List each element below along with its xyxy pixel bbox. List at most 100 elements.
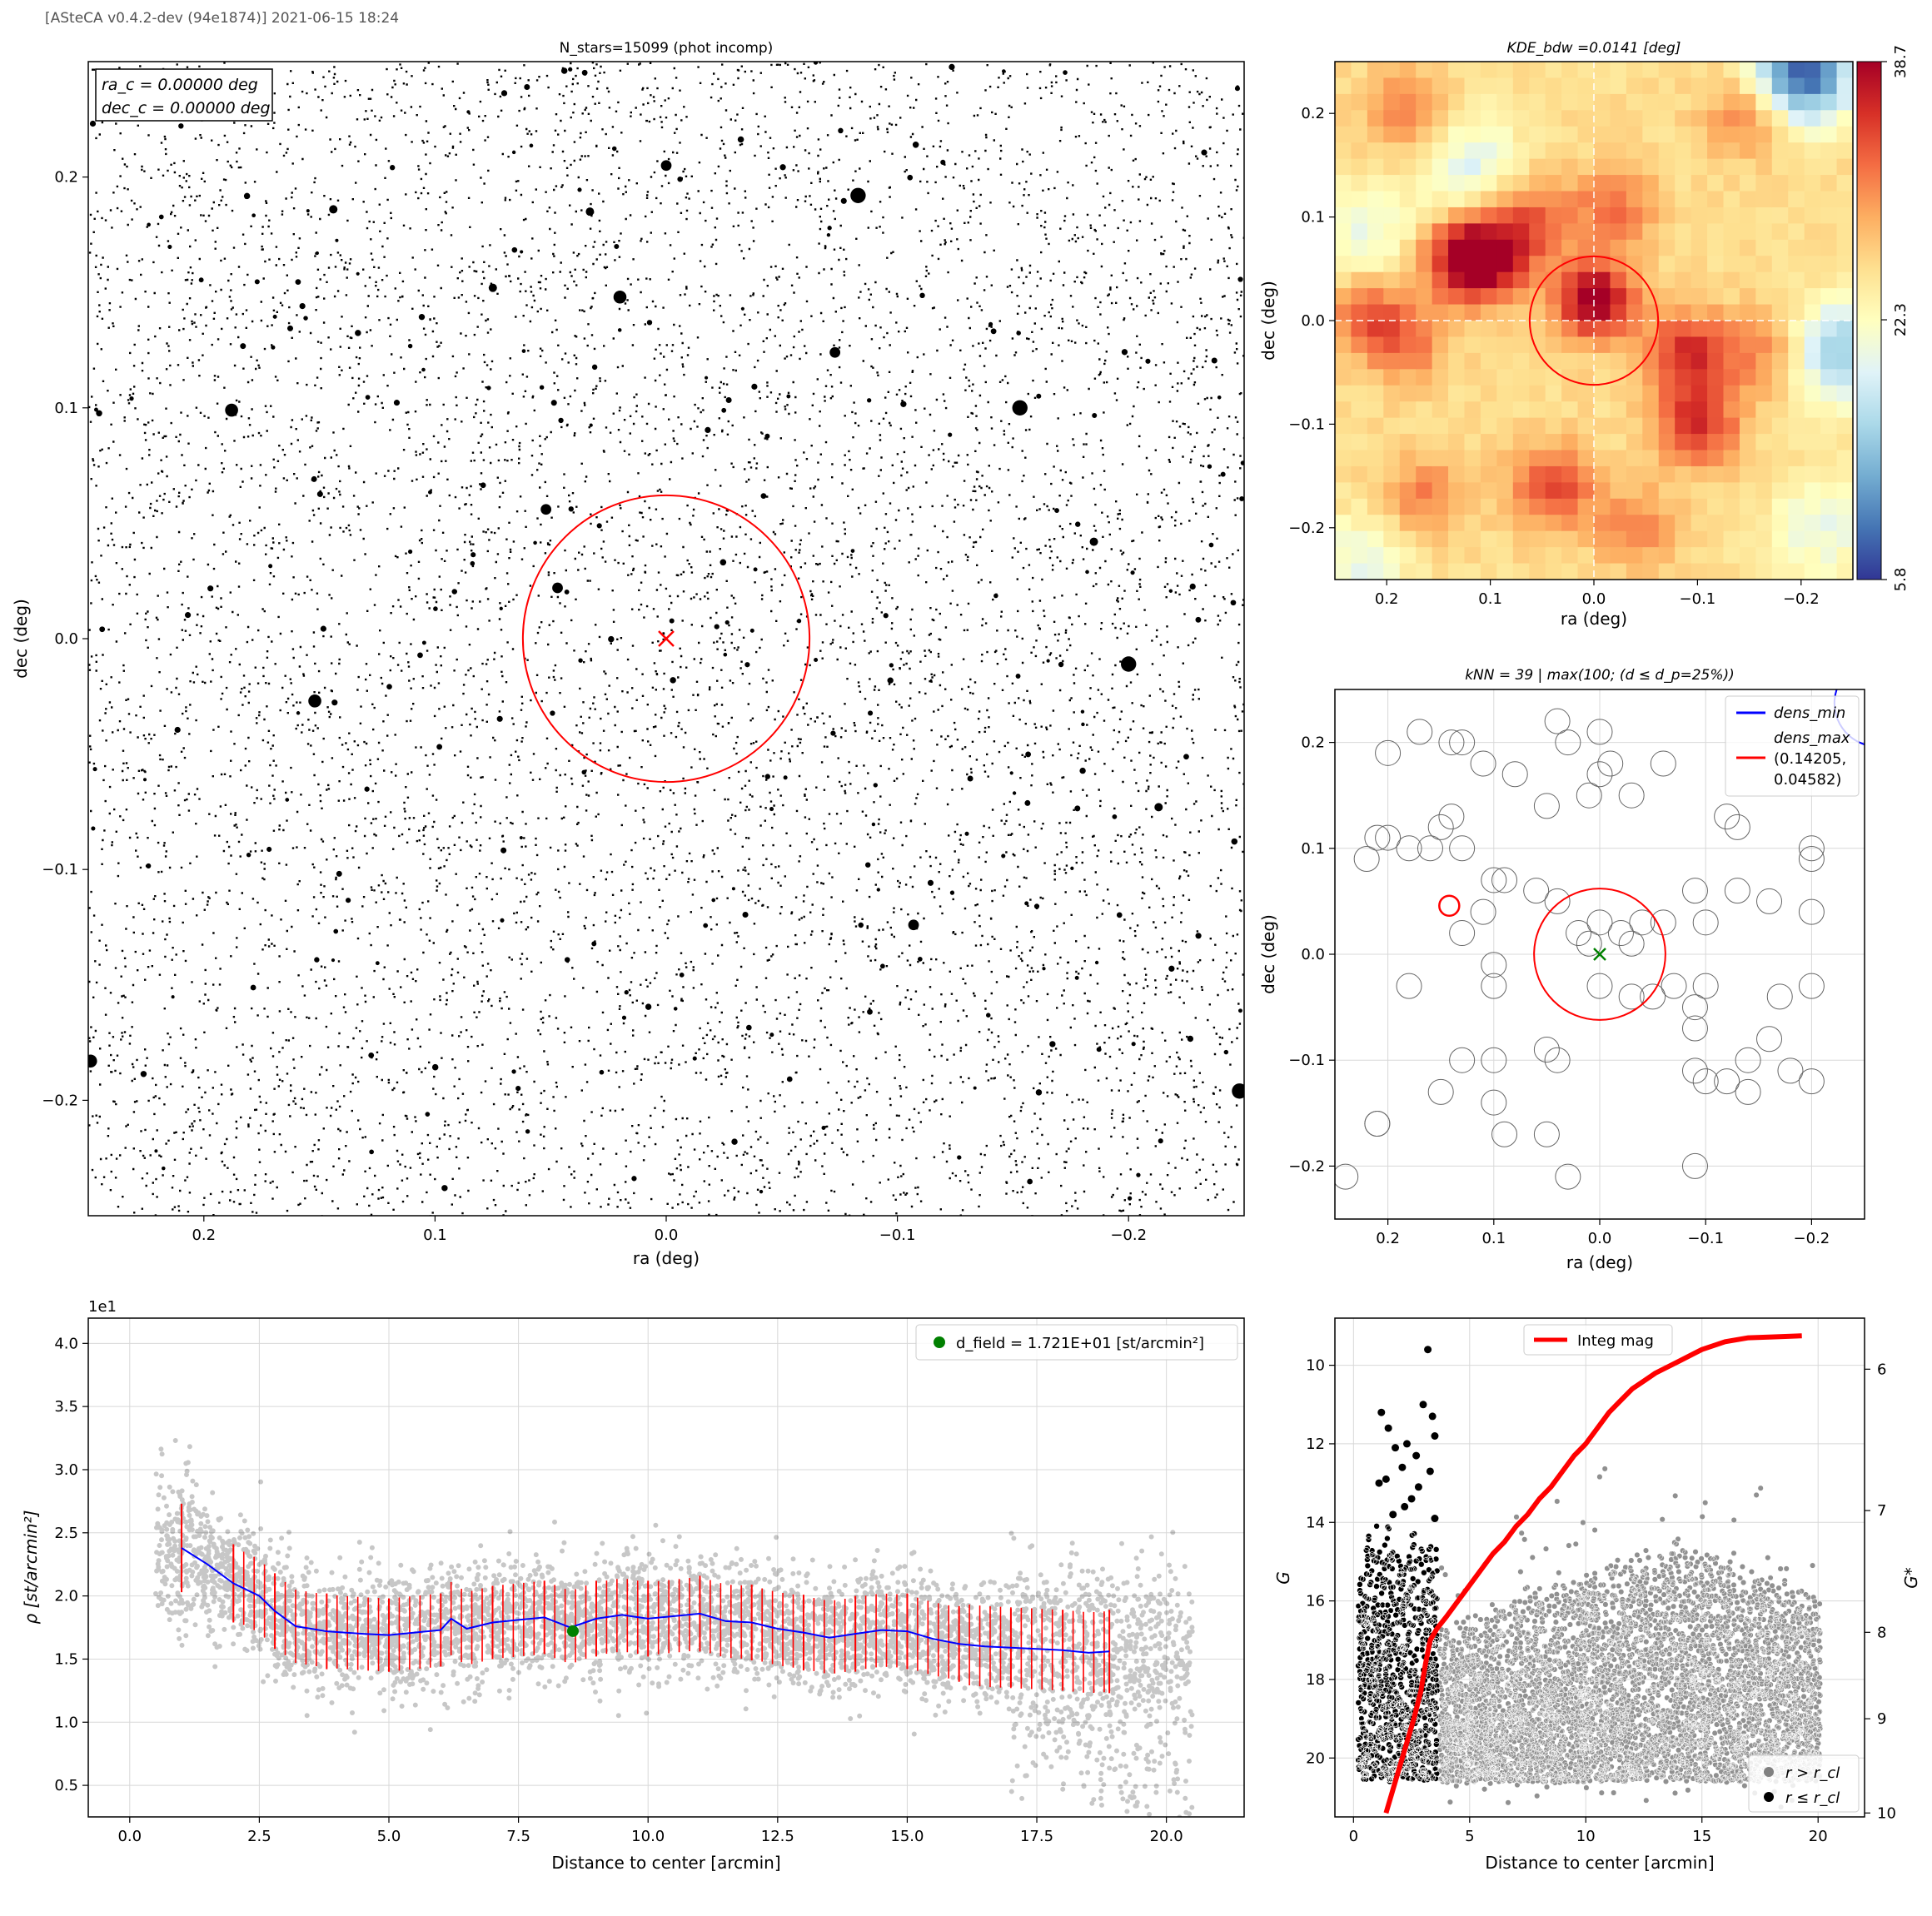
kde-cell: [1675, 175, 1692, 192]
knn-circle: [1661, 973, 1687, 999]
kde-cell: [1399, 547, 1417, 565]
kde-cell: [1367, 191, 1384, 208]
density-gridlines: [88, 1318, 1244, 1817]
kde-cell: [1836, 385, 1853, 402]
kde-cell: [1432, 498, 1449, 515]
knn-legend: dens_min dens_max (0.14205, 0.04582): [1725, 695, 1860, 797]
kde-cell: [1577, 256, 1595, 273]
kde-cell: [1642, 417, 1660, 435]
kde-cell: [1545, 465, 1562, 483]
kde-cell: [1367, 110, 1384, 127]
kde-cell: [1723, 158, 1740, 176]
kde-cell: [1658, 62, 1676, 79]
kde-cell: [1512, 207, 1530, 224]
kde-cell: [1690, 110, 1708, 127]
knn-circle: [1555, 1163, 1581, 1190]
kde-cell: [1755, 369, 1773, 386]
bright-member-star: [1414, 1483, 1422, 1491]
knn-circle: [1586, 761, 1613, 788]
kde-cell: [1739, 352, 1756, 370]
kde-cell: [1610, 62, 1627, 79]
kde-cell: [1820, 62, 1838, 79]
kde-cell: [1707, 434, 1725, 451]
kde-cell: [1771, 223, 1789, 241]
kde-cell: [1755, 288, 1773, 306]
kde-cell: [1707, 563, 1725, 580]
kde-cell: [1561, 175, 1579, 192]
kde-cell: [1383, 288, 1401, 306]
kde-cell: [1496, 110, 1514, 127]
kde-cell: [1771, 401, 1789, 419]
kde-cell: [1399, 288, 1417, 306]
kde-cell: [1690, 62, 1708, 79]
kde-cell: [1529, 563, 1546, 580]
kde-cell: [1545, 93, 1562, 111]
knn-circle: [1533, 1121, 1560, 1147]
kde-cell: [1836, 352, 1853, 370]
kde-cell: [1480, 288, 1497, 306]
kde-map-xlabel: ra (deg): [1561, 609, 1627, 629]
kde-cell: [1577, 239, 1595, 256]
kde-cell: [1335, 77, 1352, 95]
kde-cell: [1335, 498, 1352, 515]
kde-cell: [1529, 126, 1546, 143]
kde-cell: [1820, 547, 1838, 565]
kde-cell: [1496, 93, 1514, 111]
kde-cell: [1545, 417, 1562, 435]
kde-cell: [1383, 515, 1401, 532]
kde-cell: [1642, 385, 1660, 402]
y-tick-label: 0.5: [54, 1777, 78, 1794]
kde-cell: [1642, 256, 1660, 273]
kde-cell: [1464, 288, 1481, 306]
kde-cell: [1755, 482, 1773, 500]
kde-cell: [1788, 530, 1805, 548]
kde-cell: [1448, 336, 1466, 354]
kde-cell: [1836, 158, 1853, 176]
kde-cell: [1755, 93, 1773, 111]
kde-cell: [1739, 434, 1756, 451]
kde-cell: [1788, 352, 1805, 370]
kde-cell: [1675, 126, 1692, 143]
kde-cell: [1432, 191, 1449, 208]
kde-cell: [1399, 304, 1417, 321]
kde-cell: [1610, 93, 1627, 111]
kde-cell: [1351, 239, 1368, 256]
bright-member-star: [1375, 1479, 1383, 1487]
kde-cell: [1707, 223, 1725, 241]
kde-cell: [1690, 369, 1708, 386]
kde-cell: [1512, 369, 1530, 386]
kde-cell: [1788, 450, 1805, 467]
kde-cell: [1577, 175, 1595, 192]
kde-cell: [1464, 126, 1481, 143]
kde-cell: [1335, 239, 1352, 256]
kde-cell: [1577, 465, 1595, 483]
x-tick-label: 15: [1692, 1828, 1711, 1845]
kde-cell: [1658, 450, 1676, 467]
kde-cell: [1642, 239, 1660, 256]
kde-cell: [1335, 256, 1352, 273]
kde-cell: [1512, 498, 1530, 515]
kde-cell: [1448, 547, 1466, 565]
kde-cell: [1480, 142, 1497, 160]
knn-circle: [1692, 973, 1719, 999]
kde-cell: [1594, 142, 1611, 160]
knn-circle: [1586, 973, 1613, 999]
kde-cell: [1594, 62, 1611, 79]
kde-cell: [1367, 336, 1384, 354]
kde-cell: [1788, 369, 1805, 386]
kde-cell: [1448, 239, 1466, 256]
knn-map-ylabel: dec (deg): [1258, 914, 1278, 994]
kde-cell: [1739, 321, 1756, 338]
kde-cell: [1545, 288, 1562, 306]
kde-cell: [1771, 77, 1789, 95]
x-tick-label: 0.1: [1481, 1230, 1506, 1247]
kde-cell: [1675, 482, 1692, 500]
kde-cell: [1658, 93, 1676, 111]
kde-cell: [1432, 110, 1449, 127]
x-tick-label: −0.2: [1794, 1230, 1830, 1247]
kde-cell: [1480, 498, 1497, 515]
kde-cell: [1642, 175, 1660, 192]
kde-cell: [1723, 271, 1740, 289]
kde-cell: [1820, 191, 1838, 208]
kde-cell: [1642, 110, 1660, 127]
